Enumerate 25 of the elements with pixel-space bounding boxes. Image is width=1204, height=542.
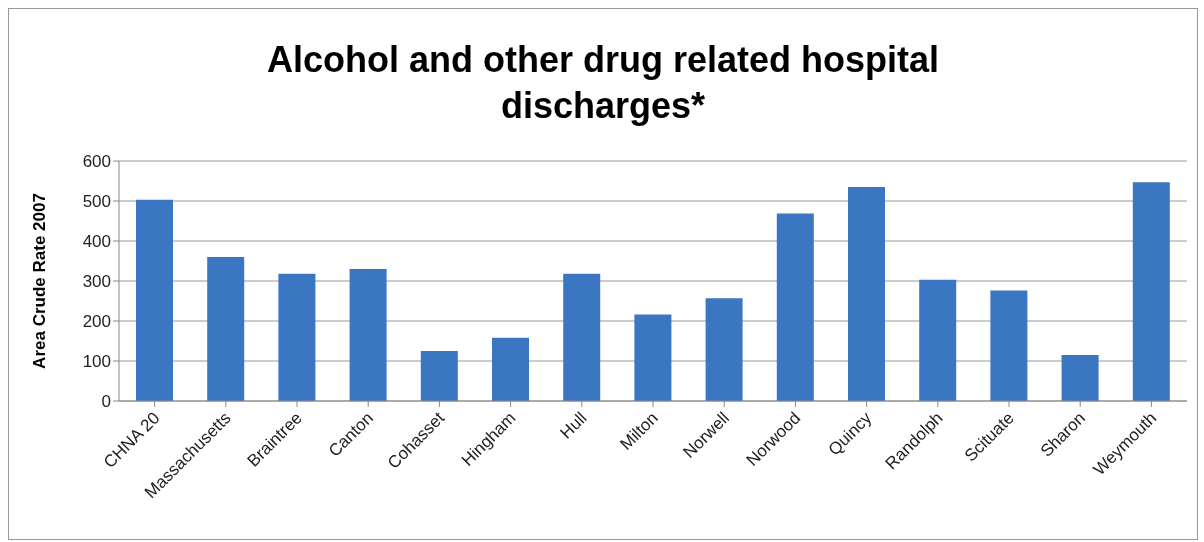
y-tick-label: 300 xyxy=(82,272,111,292)
y-tick-label: 0 xyxy=(101,392,111,412)
bar xyxy=(705,298,743,401)
x-tick-label: Hull xyxy=(556,408,591,443)
y-tick-label: 500 xyxy=(82,192,111,212)
chart-title: Alcohol and other drug related hospital discharges* xyxy=(265,38,940,128)
y-axis-title: Area Crude Rate 2007 xyxy=(30,193,50,369)
bar xyxy=(420,351,458,401)
bar xyxy=(634,314,672,401)
bar xyxy=(776,213,814,401)
bar xyxy=(919,279,957,401)
bar xyxy=(1061,355,1099,401)
bar xyxy=(848,187,885,401)
y-tick-label: 100 xyxy=(82,352,111,372)
bar xyxy=(136,199,173,401)
bar xyxy=(207,257,245,401)
bar xyxy=(1132,182,1170,401)
bar xyxy=(278,273,316,401)
bar xyxy=(492,337,529,401)
y-tick-label: 600 xyxy=(82,152,111,172)
y-tick-label: 400 xyxy=(82,232,111,252)
bar xyxy=(990,290,1028,401)
y-tick-label: 200 xyxy=(82,312,111,332)
bar xyxy=(349,269,387,401)
bar xyxy=(563,273,601,401)
